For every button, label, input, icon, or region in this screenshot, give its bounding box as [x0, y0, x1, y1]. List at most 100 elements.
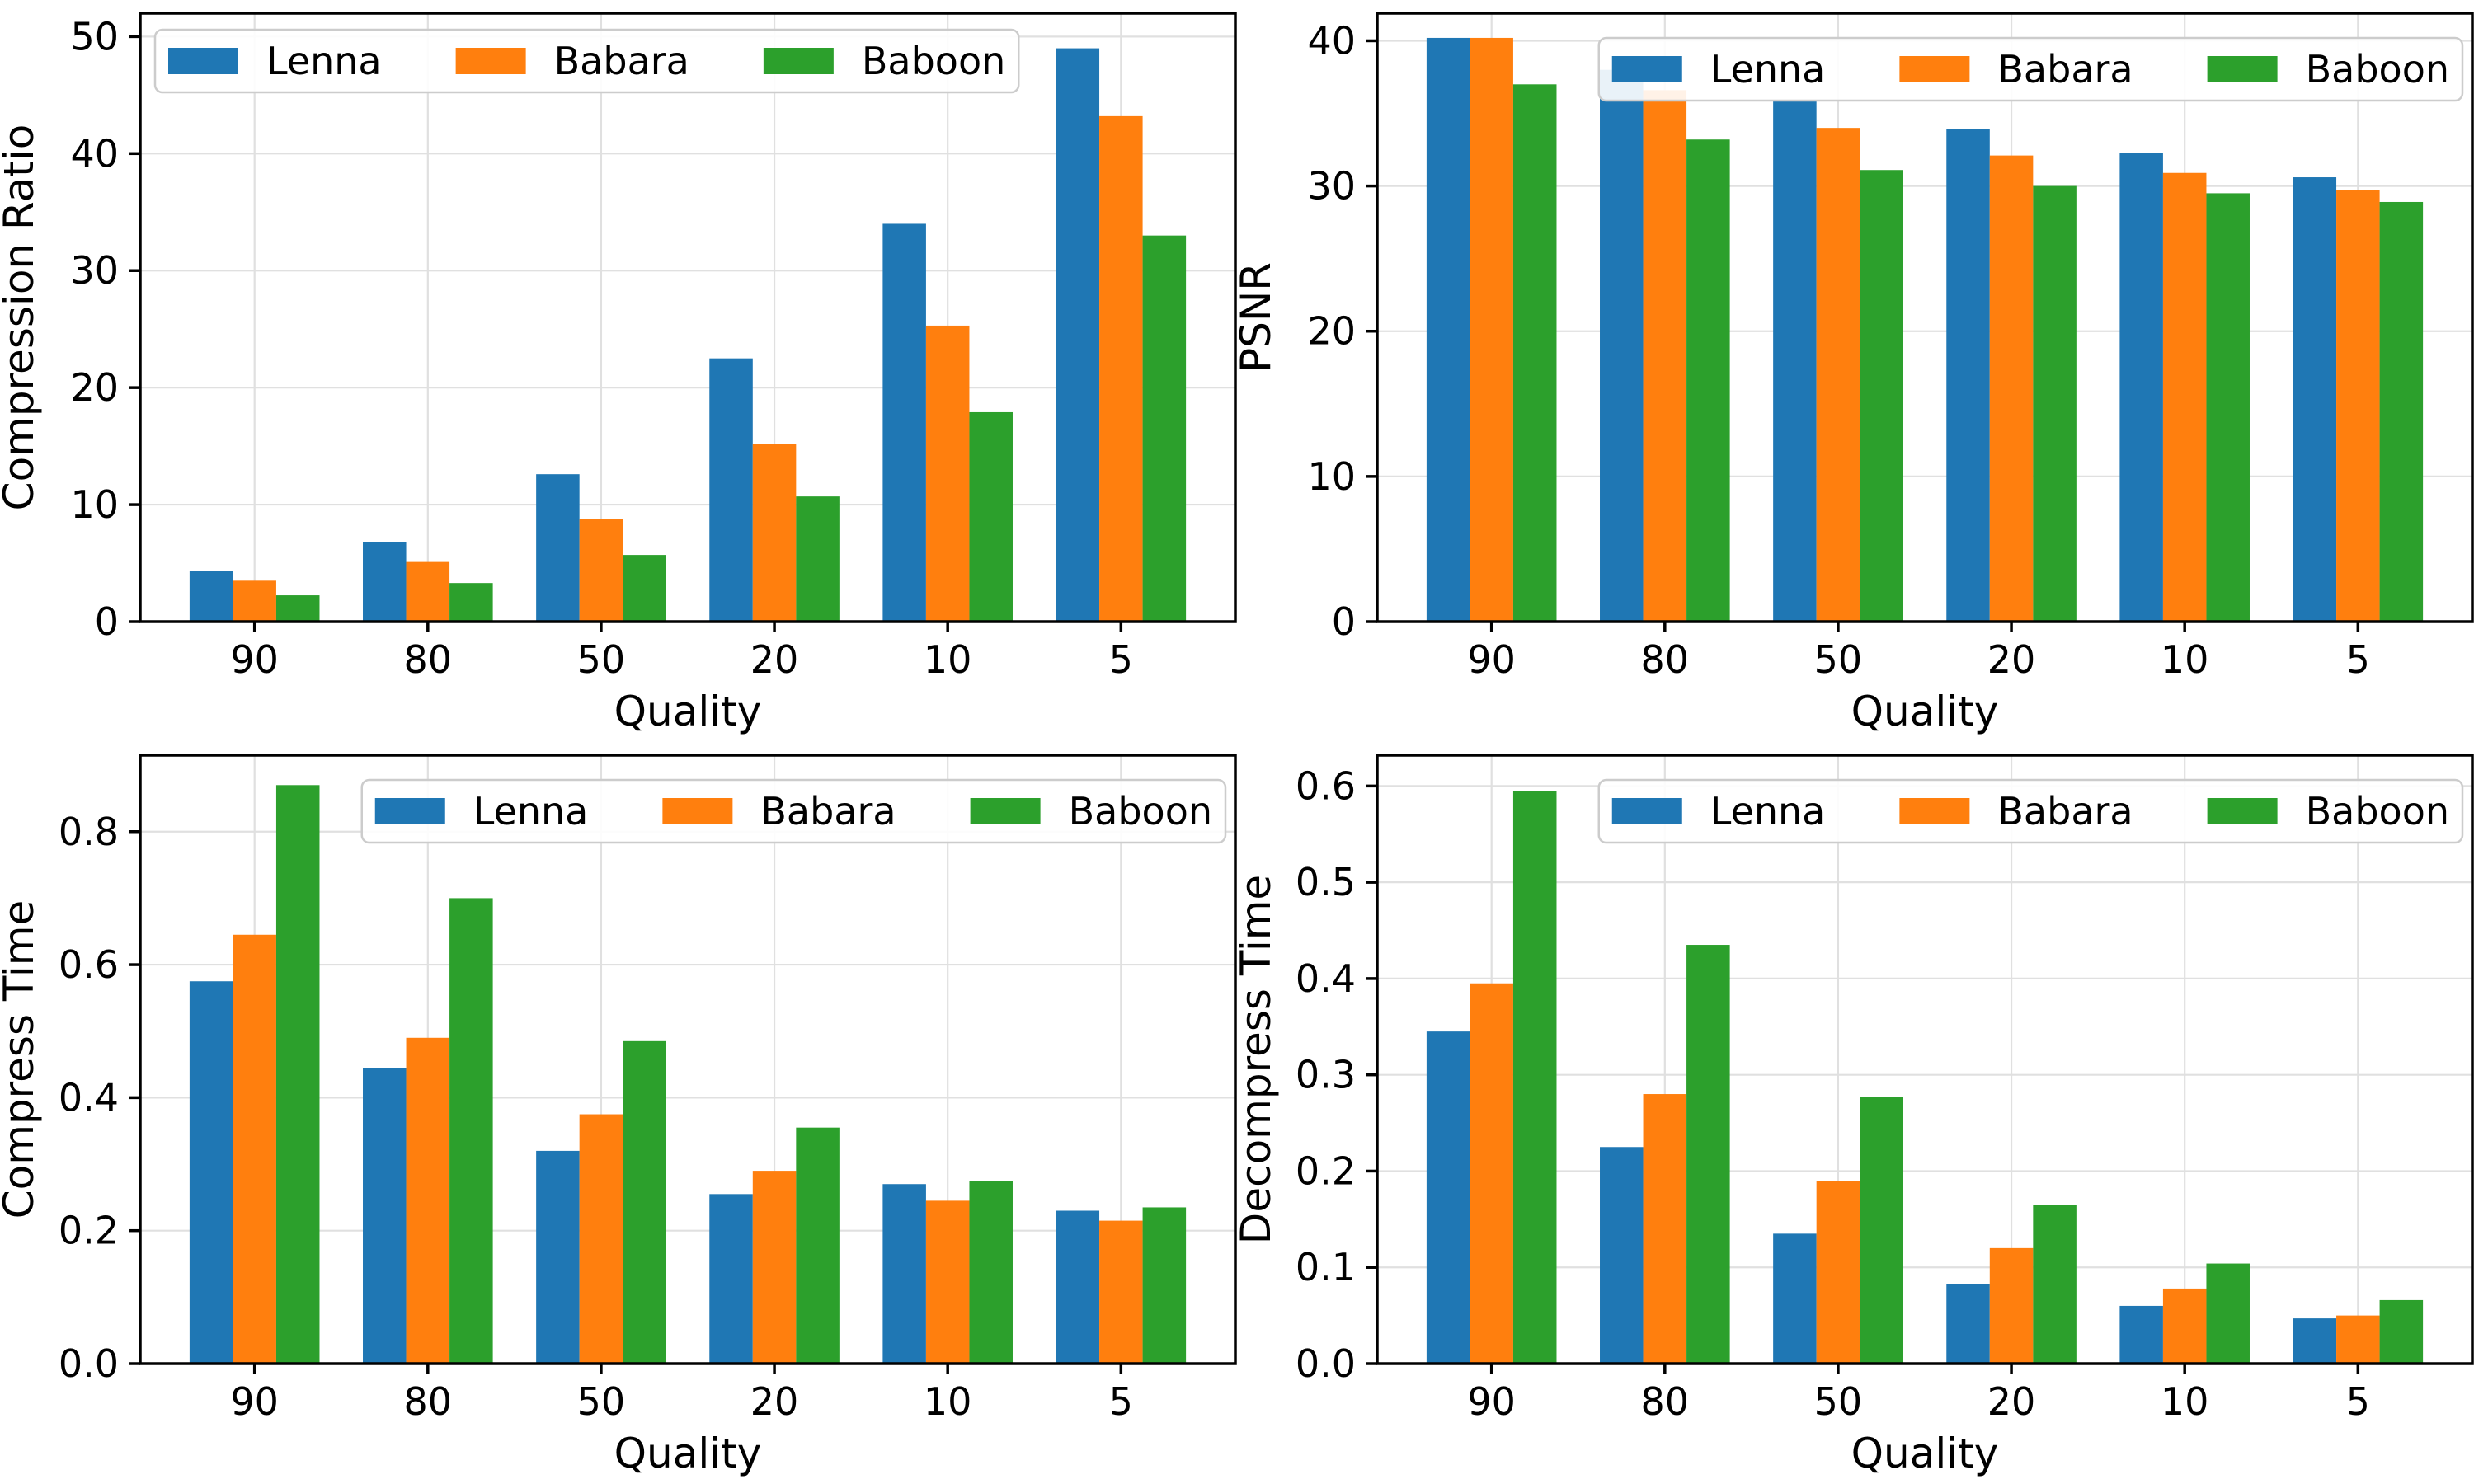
bar-baboon-q5 [1142, 1207, 1187, 1364]
bar-baboon-q10 [2206, 193, 2250, 622]
y-tick-label: 0.0 [59, 1341, 119, 1386]
y-axis-label: Decompress Time [1237, 875, 1280, 1244]
bar-babara-q50 [1816, 128, 1860, 622]
decompress-time-svg: 0.0 0.1 0.2 0.3 0.4 0.5 0.6 90 80 50 20 10 5 Quality D… [1237, 742, 2474, 1484]
legend-swatch-babara [662, 798, 733, 824]
bar-babara-q50 [579, 1114, 623, 1364]
bar-lenna-q5 [2293, 1318, 2337, 1364]
bar-lenna-q80 [1600, 69, 1644, 622]
legend-frame [153, 28, 1020, 94]
bar-babara-q10 [2162, 1288, 2207, 1364]
bar-lenna-q90 [189, 981, 233, 1364]
y-tick-label: 0.5 [1296, 860, 1356, 904]
compression-ratio-chart: 0 10 20 30 40 50 90 80 50 20 10 5 Quality Compression… [0, 0, 1237, 742]
x-tick-label: 10 [2161, 637, 2209, 682]
legend-swatch-babara [455, 48, 526, 74]
bar-lenna-q90 [189, 571, 233, 622]
bar-baboon-q50 [623, 1040, 666, 1364]
decompress-time-chart: 0.0 0.1 0.2 0.3 0.4 0.5 0.6 90 80 50 20 10 5 Quality D… [1237, 742, 2474, 1484]
tick-marks [1366, 39, 2360, 632]
bar-baboon-q10 [2206, 1263, 2250, 1364]
bar-baboon-q50 [1860, 1097, 1903, 1364]
bar-babara-q5 [2336, 190, 2380, 622]
x-tick-label: 90 [230, 637, 279, 682]
bar-baboon-q5 [2379, 201, 2424, 622]
bar-lenna-q10 [2119, 153, 2163, 622]
bar-babara-q20 [752, 1171, 797, 1364]
bar-babara-q5 [1099, 1220, 1143, 1364]
bar-babara-q80 [406, 1037, 450, 1364]
legend-label-babara: Babara [760, 789, 896, 834]
legend: Lenna Babara Baboon [1597, 36, 2464, 102]
x-axis-label: Quality [1851, 688, 1999, 735]
y-axis-label: Compress Time [0, 900, 43, 1219]
bar-lenna-q20 [1946, 1284, 1990, 1364]
x-tick-label: 90 [1467, 1379, 1516, 1424]
y-tick-label: 0.3 [1296, 1053, 1356, 1097]
y-tick-label: 30 [70, 248, 119, 293]
x-tick-label: 50 [1814, 637, 1863, 682]
chart-background [0, 742, 1237, 1484]
legend-swatch-lenna [168, 48, 238, 74]
x-tick-label: 5 [2346, 637, 2370, 682]
x-tick-label: 10 [2161, 1379, 2209, 1424]
bar-lenna-q80 [1600, 1147, 1644, 1364]
bar-baboon-q50 [1860, 170, 1903, 622]
bar-lenna-q50 [536, 1150, 580, 1364]
bar-lenna-q90 [1426, 37, 1470, 622]
tick-labels: 0.0 0.2 0.4 0.6 0.8 90 80 50 20 10 5 [59, 810, 1133, 1424]
bar-babara-q80 [1643, 90, 1687, 622]
y-axis-label: Compression Ratio [0, 124, 43, 511]
bar-baboon-q20 [2033, 186, 2077, 622]
legend-frame [1597, 778, 2464, 844]
bar-baboon-q10 [969, 1181, 1013, 1364]
legend-frame [1597, 36, 2464, 102]
legend-label-babara: Babara [1997, 789, 2133, 834]
tick-marks [129, 830, 1123, 1374]
tick-labels: 0 10 20 30 40 50 90 80 50 20 10 5 [70, 14, 1133, 682]
x-tick-label: 20 [1987, 637, 2036, 682]
bar-lenna-q50 [1773, 1233, 1817, 1364]
bar-babara-q10 [2162, 172, 2207, 622]
bar-baboon-q90 [1512, 791, 1557, 1364]
psnr-chart: 0 10 20 30 40 90 80 50 20 10 5 Quality PSNR Lenna Baba… [1237, 0, 2474, 742]
bar-babara-q20 [752, 444, 797, 622]
y-tick-label: 0 [95, 599, 119, 644]
bar-baboon-q80 [449, 898, 493, 1364]
y-tick-label: 10 [70, 482, 119, 527]
chart-background [0, 0, 1237, 742]
legend-label-baboon: Baboon [862, 39, 1005, 83]
legend-frame [360, 778, 1227, 844]
bars [189, 785, 1187, 1364]
legend: Lenna Babara Baboon [153, 28, 1020, 94]
y-tick-label: 0.4 [59, 1075, 119, 1120]
bar-babara-q90 [233, 580, 276, 622]
y-tick-label: 0.6 [59, 942, 119, 987]
legend-swatch-baboon [970, 798, 1041, 824]
x-axis-label: Quality [614, 688, 762, 735]
legend: Lenna Babara Baboon [360, 778, 1227, 844]
x-tick-label: 80 [1641, 1379, 1690, 1424]
compress-time-chart: 0.0 0.2 0.4 0.6 0.8 90 80 50 20 10 5 Quality Compres… [0, 742, 1237, 1484]
bar-baboon-q50 [623, 555, 666, 622]
bar-babara-q20 [1989, 155, 2034, 622]
legend-swatch-baboon [763, 48, 834, 74]
y-tick-label: 50 [70, 14, 119, 59]
bar-lenna-q80 [363, 542, 407, 622]
y-tick-label: 10 [1307, 454, 1356, 499]
bar-babara-q80 [406, 561, 450, 622]
legend-swatch-baboon [2207, 798, 2278, 824]
bar-babara-q10 [925, 1200, 970, 1364]
y-tick-label: 0.8 [59, 810, 119, 854]
axes-frame [139, 754, 1237, 1365]
x-tick-label: 20 [750, 637, 799, 682]
y-tick-label: 30 [1307, 164, 1356, 209]
bar-babara-q90 [1470, 37, 1513, 622]
legend-swatch-babara [1899, 56, 1970, 82]
legend-label-babara: Babara [554, 39, 689, 83]
axes-frame [139, 12, 1237, 623]
x-tick-label: 20 [1987, 1379, 2036, 1424]
bar-babara-q90 [233, 934, 276, 1364]
bar-babara-q5 [2336, 1315, 2380, 1364]
